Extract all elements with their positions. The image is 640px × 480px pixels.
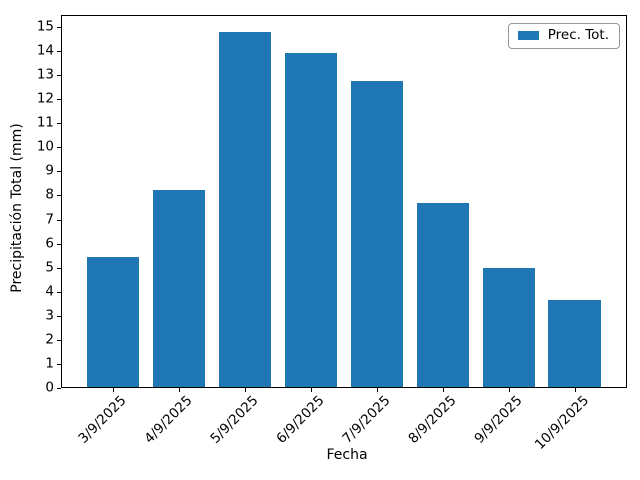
y-tick-label: 0	[45, 379, 54, 396]
y-tick-label: 15	[36, 18, 54, 35]
x-tick-mark	[311, 388, 313, 392]
y-tick-mark	[57, 27, 61, 29]
y-tick-label: 10	[36, 138, 54, 155]
y-tick-mark	[57, 267, 61, 269]
x-tick-mark	[245, 388, 247, 392]
y-axis-title: Precipitación Total (mm)	[9, 123, 25, 293]
x-tick-label: 4/9/2025	[141, 392, 196, 447]
x-tick-label: 9/9/2025	[471, 392, 526, 447]
y-tick-mark	[57, 243, 61, 245]
y-tick-mark	[57, 291, 61, 293]
y-tick-mark	[57, 363, 61, 365]
bar-3-9-2025	[86, 257, 140, 387]
y-tick-label: 13	[36, 66, 54, 83]
y-tick-label: 7	[45, 210, 54, 227]
bar-5-9-2025	[218, 32, 272, 387]
y-tick-label: 12	[36, 90, 54, 107]
y-tick-label: 2	[45, 331, 54, 348]
y-tick-label: 9	[45, 162, 54, 179]
x-tick-label: 8/9/2025	[405, 392, 460, 447]
plot-area	[61, 15, 627, 388]
y-tick-mark	[57, 147, 61, 149]
x-tick-mark	[574, 388, 576, 392]
y-tick-mark	[57, 219, 61, 221]
y-tick-label: 14	[36, 42, 54, 59]
bar-9-9-2025	[482, 267, 536, 387]
bar-8-9-2025	[416, 202, 470, 387]
legend-label-prec-tot: Prec. Tot.	[547, 27, 609, 43]
legend: Prec. Tot.	[507, 23, 620, 49]
y-tick-mark	[57, 339, 61, 341]
y-tick-label: 1	[45, 355, 54, 372]
x-tick-mark	[376, 388, 378, 392]
y-tick-label: 11	[36, 114, 54, 131]
x-tick-label: 10/9/2025	[531, 392, 592, 453]
x-tick-label: 6/9/2025	[273, 392, 328, 447]
x-tick-mark	[113, 388, 115, 392]
x-tick-mark	[179, 388, 181, 392]
x-tick-label: 5/9/2025	[207, 392, 262, 447]
x-tick-label: 3/9/2025	[75, 392, 131, 447]
y-tick-mark	[57, 388, 61, 389]
y-tick-mark	[57, 123, 61, 125]
x-axis-title: Fecha	[326, 447, 368, 463]
y-tick-label: 8	[45, 186, 54, 203]
bar-10-9-2025	[548, 300, 602, 387]
y-tick-mark	[57, 99, 61, 101]
bar-4-9-2025	[152, 189, 206, 387]
y-tick-label: 5	[45, 258, 54, 275]
y-tick-mark	[57, 315, 61, 317]
y-tick-mark	[57, 195, 61, 197]
x-tick-label: 7/9/2025	[339, 392, 394, 447]
legend-swatch-prec-tot	[517, 31, 539, 41]
x-tick-mark	[508, 388, 510, 392]
y-tick-mark	[57, 75, 61, 77]
x-tick-mark	[442, 388, 444, 392]
y-tick-label: 6	[45, 234, 54, 251]
bar-7-9-2025	[350, 81, 404, 387]
y-tick-label: 4	[45, 282, 54, 299]
y-tick-mark	[57, 51, 61, 53]
y-tick-label: 3	[45, 307, 54, 324]
bar-6-9-2025	[284, 52, 338, 387]
y-tick-mark	[57, 171, 61, 173]
